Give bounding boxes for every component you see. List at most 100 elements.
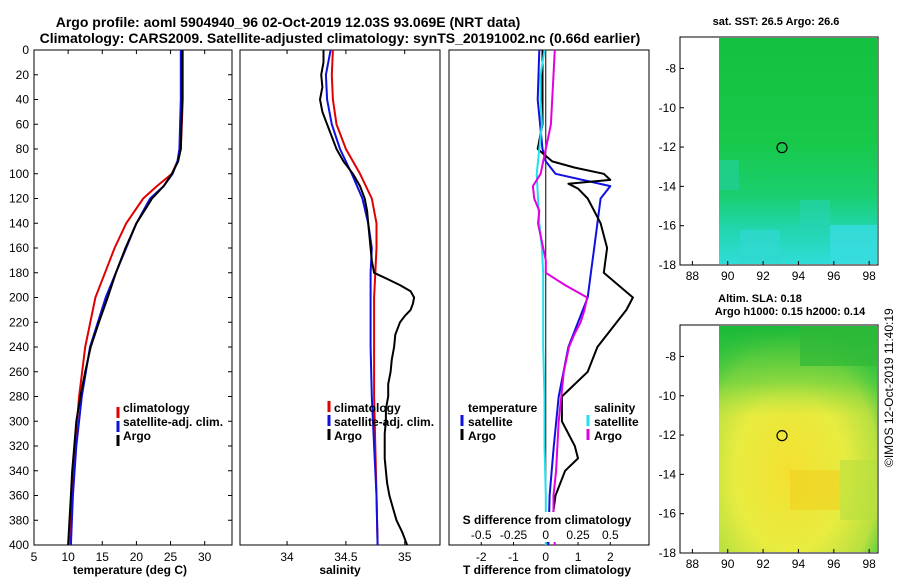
map-y-tick-label: -18 bbox=[659, 546, 677, 560]
s-diff-tick-label: 0.25 bbox=[566, 528, 590, 542]
map-x-tick-label: 94 bbox=[792, 557, 806, 571]
sla-map-title: Altim. SLA: 0.18 bbox=[718, 293, 802, 305]
legend-temperature-title: temperature bbox=[468, 401, 538, 415]
sla-patch bbox=[800, 326, 877, 366]
sla-map-patches bbox=[790, 326, 877, 520]
map-y-tick-label: -14 bbox=[659, 179, 677, 193]
depth-tick-label: 180 bbox=[9, 266, 29, 280]
legend-satellite: satellite-adj. clim. bbox=[123, 415, 223, 429]
x-tick-label: 20 bbox=[130, 550, 144, 564]
temperature-lines bbox=[67, 50, 184, 546]
map-y-tick-label: -8 bbox=[665, 349, 676, 363]
x-tick-label: 30 bbox=[198, 550, 212, 564]
sla-map-subtitle: Argo h1000: 0.15 h2000: 0.14 bbox=[715, 306, 866, 318]
difference-panel: -2 -1 0 1 2 S difference from climatology -0… bbox=[448, 49, 650, 577]
x-tick-label: 0 bbox=[542, 550, 549, 564]
legend-climatology: climatology bbox=[334, 401, 401, 415]
sla-map-panel: Altim. SLA: 0.18 Argo h1000: 0.15 h2000:… bbox=[659, 293, 879, 571]
s-diff-tick-label: 0 bbox=[542, 528, 549, 542]
map-x-tick-label: 90 bbox=[721, 557, 735, 571]
legend-argo: Argo bbox=[123, 429, 151, 443]
map-x-tick-label: 98 bbox=[862, 269, 876, 283]
legend-salinity-title: salinity bbox=[594, 401, 636, 415]
s-diff-tick-label: -0.5 bbox=[471, 528, 492, 542]
map-y-tick-label: -16 bbox=[659, 219, 677, 233]
legend-t-argo: Argo bbox=[468, 429, 496, 443]
sst-patch bbox=[800, 200, 830, 230]
map-y-tick-label: -12 bbox=[659, 140, 677, 154]
map-y-tick-label: -10 bbox=[659, 389, 677, 403]
series-line-argo bbox=[536, 50, 634, 546]
chart-title-line1: Argo profile: aoml 5904940_96 02-Oct-201… bbox=[56, 14, 521, 30]
sst-patch bbox=[719, 160, 739, 190]
series-line-argo bbox=[319, 50, 416, 546]
salinity-legend: climatology satellite-adj. clim. Argo bbox=[327, 401, 434, 443]
sst-map-ticks: 88 90 92 94 96 98 -8 -10 -12 -14 -16 -18 bbox=[659, 61, 876, 283]
depth-tick-label: 340 bbox=[9, 464, 29, 478]
depth-tick-label: 120 bbox=[9, 192, 29, 206]
map-x-tick-label: 90 bbox=[721, 269, 735, 283]
map-x-tick-label: 98 bbox=[862, 557, 876, 571]
legend-s-satellite: satellite bbox=[594, 415, 639, 429]
sst-patch bbox=[830, 225, 877, 264]
temperature-x-label: temperature (deg C) bbox=[73, 563, 187, 577]
salinity-x-ticks: 34 34.5 35 bbox=[280, 50, 412, 564]
sst-map-title: sat. SST: 26.5 Argo: 26.6 bbox=[713, 16, 840, 28]
depth-tick-label: 160 bbox=[9, 241, 29, 255]
argo-location-marker bbox=[776, 142, 788, 154]
sla-patch bbox=[790, 470, 840, 510]
map-y-tick-label: -14 bbox=[659, 467, 677, 481]
s-diff-x-ticks: -0.5 -0.25 0 0.25 0.5 bbox=[471, 528, 619, 542]
depth-tick-label: 40 bbox=[16, 93, 30, 107]
sst-map-panel: sat. SST: 26.5 Argo: 26.6 88 90 92 94 96 98 -8… bbox=[659, 16, 879, 283]
temperature-plot-frame bbox=[33, 49, 233, 546]
x-tick-label: 5 bbox=[31, 550, 38, 564]
depth-tick-label: 80 bbox=[16, 142, 30, 156]
depth-tick-label: 200 bbox=[9, 291, 29, 305]
depth-tick-label: 400 bbox=[9, 538, 29, 552]
map-y-tick-label: -18 bbox=[659, 258, 677, 272]
map-y-tick-label: -10 bbox=[659, 101, 677, 115]
x-tick-label: 34.5 bbox=[334, 550, 358, 564]
sla-map-ticks: 88 90 92 94 96 98 -8 -10 -12 -14 -16 -18 bbox=[659, 349, 876, 571]
temperature-legend: climatology satellite-adj. clim. Argo bbox=[116, 401, 223, 446]
map-y-tick-label: -16 bbox=[659, 507, 677, 521]
map-y-tick-label: -8 bbox=[665, 61, 676, 75]
x-tick-label: 10 bbox=[61, 550, 75, 564]
x-tick-label: 15 bbox=[96, 550, 110, 564]
legend-s-argo: Argo bbox=[594, 429, 622, 443]
depth-tick-label: 280 bbox=[9, 390, 29, 404]
x-tick-label: 2 bbox=[607, 550, 614, 564]
salinity-lines bbox=[319, 49, 416, 546]
depth-tick-label: 60 bbox=[16, 117, 30, 131]
map-x-tick-label: 88 bbox=[686, 557, 700, 571]
difference-lines bbox=[531, 49, 634, 546]
s-diff-axis-label: S difference from climatology bbox=[463, 513, 632, 527]
depth-tick-label: 380 bbox=[9, 513, 29, 527]
map-x-tick-label: 94 bbox=[792, 269, 806, 283]
x-tick-label: -2 bbox=[476, 550, 487, 564]
difference-plot-frame bbox=[448, 49, 650, 546]
legend-argo: Argo bbox=[334, 429, 362, 443]
temperature-x-ticks: 5 10 15 20 25 30 bbox=[31, 50, 212, 564]
chart-title-line2: Climatology: CARS2009. Satellite-adjuste… bbox=[40, 30, 641, 46]
temperature-panel: 0204060801001201401601802002202402602803… bbox=[9, 43, 649, 577]
map-y-tick-label: -12 bbox=[659, 428, 677, 442]
depth-tick-label: 300 bbox=[9, 414, 29, 428]
salinity-panel: 34 34.5 35 salinity climatology satellite-… bbox=[239, 49, 441, 577]
series-line-sal_diff bbox=[531, 49, 589, 546]
sst-patch bbox=[740, 230, 780, 264]
map-x-tick-label: 96 bbox=[827, 557, 841, 571]
legend-satellite: satellite-adj. clim. bbox=[334, 415, 434, 429]
series-line-climatology bbox=[330, 49, 379, 546]
difference-legend: temperature satellite Argo salinity sate… bbox=[460, 401, 639, 443]
depth-tick-label: 260 bbox=[9, 365, 29, 379]
depth-tick-label: 20 bbox=[16, 68, 30, 82]
t-diff-x-label: T difference from climatology bbox=[463, 563, 631, 577]
x-tick-label: 35 bbox=[398, 550, 412, 564]
map-x-tick-label: 92 bbox=[756, 557, 770, 571]
map-x-tick-label: 92 bbox=[756, 269, 770, 283]
map-x-tick-label: 96 bbox=[827, 269, 841, 283]
depth-tick-label: 240 bbox=[9, 340, 29, 354]
